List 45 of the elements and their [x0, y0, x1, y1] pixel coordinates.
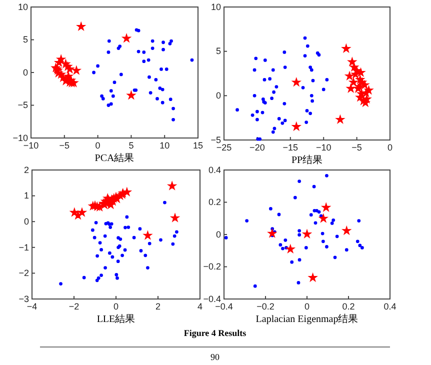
y-tick-label: −0.2 [203, 262, 221, 272]
x-axis-title: PP结果 [291, 154, 323, 166]
x-tick-label: −20 [250, 142, 265, 152]
x-tick-label: 0.4 [384, 301, 396, 312]
y-tick-label: −0.4 [203, 294, 221, 304]
x-tick-label: −5 [352, 142, 362, 152]
x-tick-label: 4 [197, 301, 203, 312]
y-tick-label: −10 [12, 132, 28, 143]
x-tick-label: 10 [160, 140, 170, 150]
caption: Figure 4 Results [184, 328, 247, 338]
x-tick-label: −25 [216, 142, 232, 152]
x-tick-label: 2 [155, 301, 161, 312]
y-tick-label: −2 [18, 268, 29, 278]
y-tick-label: 0 [24, 216, 29, 226]
y-tick-label: −3 [18, 294, 29, 304]
x-tick-label: 5 [128, 140, 134, 150]
y-tick-label: 1 [24, 190, 29, 201]
y-tick-label: 0 [216, 229, 221, 240]
x-axis-title: PCA結果 [94, 153, 134, 164]
x-axis-title: Laplacian Eigenmap结果 [256, 313, 358, 325]
y-tick-label: −1 [18, 242, 29, 252]
y-tick-label: 2 [24, 164, 29, 175]
y-tick-label: 0.2 [208, 197, 221, 208]
y-tick-label: 0.4 [208, 164, 221, 175]
y-tick-label: 5 [22, 34, 28, 45]
x-tick-label: −4 [26, 301, 38, 312]
x-tick-label: −5 [59, 140, 70, 150]
y-tick-label: −5 [18, 100, 28, 110]
x-tick-label: 0 [304, 301, 310, 312]
y-tick-label: 0 [216, 90, 221, 101]
x-tick-label: −10 [316, 142, 332, 152]
x-tick-label: −0.2 [256, 301, 274, 312]
x-tick-label: 0.2 [342, 301, 355, 312]
x-tick-label: 0 [95, 140, 100, 150]
x-axis-title: LLE結果 [96, 314, 136, 325]
x-tick-label: 0 [113, 301, 119, 312]
text: 90 [210, 352, 220, 362]
x-tick-label: 15 [192, 140, 204, 150]
y-tick-label: 10 [210, 2, 221, 12]
x-tick-label: −2 [68, 301, 80, 312]
y-tick-label: 0 [22, 67, 28, 78]
y-tick-label: 10 [18, 2, 28, 12]
x-tick-label: −15 [282, 142, 298, 152]
x-tick-label: 0 [387, 142, 393, 152]
y-tick-label: 5 [216, 46, 221, 56]
